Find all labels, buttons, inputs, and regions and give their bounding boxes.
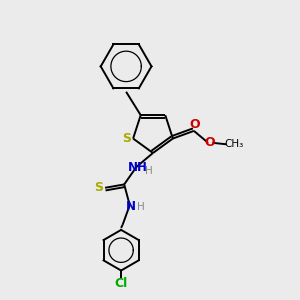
Text: Cl: Cl — [115, 278, 128, 290]
Text: CH₃: CH₃ — [225, 139, 244, 149]
Text: H: H — [145, 166, 152, 176]
Text: S: S — [94, 181, 103, 194]
Text: NH: NH — [128, 161, 148, 174]
Text: O: O — [204, 136, 214, 149]
Text: H: H — [137, 202, 145, 212]
Text: S: S — [122, 132, 131, 145]
Text: O: O — [190, 118, 200, 131]
Text: N: N — [126, 200, 136, 213]
